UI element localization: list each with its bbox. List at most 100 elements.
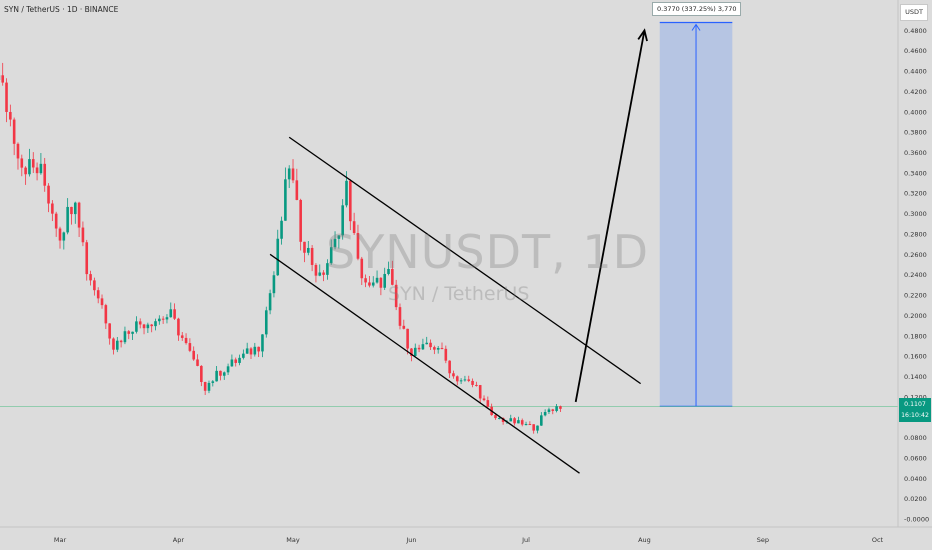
time-tick-label: Apr <box>173 536 185 544</box>
price-tick-label: 0.2800 <box>904 230 927 238</box>
candle-body <box>35 167 39 174</box>
time-tick-label: Jun <box>405 536 416 544</box>
candle-body <box>58 228 62 241</box>
candle-body <box>135 321 138 332</box>
candle-body <box>24 167 27 175</box>
candle-body <box>402 325 406 329</box>
candle-body <box>100 298 104 306</box>
candle-body <box>501 417 505 422</box>
time-tick-label: May <box>286 536 300 544</box>
candle-body <box>73 202 77 215</box>
candle-body <box>452 373 455 377</box>
candle-body <box>498 417 501 419</box>
candle-body <box>540 415 543 426</box>
projection-arrow-head <box>637 28 648 42</box>
candle-body <box>112 338 115 350</box>
candle-body <box>257 346 260 352</box>
candle-body <box>119 340 123 343</box>
price-tick-label: 0.4200 <box>904 88 927 96</box>
candle-body <box>517 420 520 424</box>
time-tick-label: Jul <box>521 536 530 544</box>
candle-body <box>391 268 394 285</box>
candle-body <box>349 180 352 222</box>
candle-body <box>39 163 43 174</box>
candle-body <box>295 180 299 200</box>
candle-body <box>410 348 413 356</box>
candle-body <box>326 263 329 275</box>
candle-body <box>448 360 451 374</box>
candle-body <box>543 411 547 416</box>
price-tick-label: 0.0600 <box>904 454 927 462</box>
candle-body <box>169 309 173 318</box>
candle-body <box>467 379 471 381</box>
candle-body <box>379 277 383 288</box>
price-tick-label: 0.3400 <box>904 169 927 177</box>
candle-body <box>158 318 161 322</box>
candle-body <box>226 366 230 373</box>
candle-body <box>280 220 283 239</box>
candle-body <box>154 321 157 327</box>
candle-body <box>559 406 562 409</box>
candle-body <box>341 205 344 236</box>
candle-body <box>146 324 150 329</box>
price-tick-label: 0.1600 <box>904 353 927 361</box>
candle-body <box>509 418 513 422</box>
candle-body <box>375 277 379 283</box>
candle-body <box>1 75 4 83</box>
currency-unit-badge[interactable]: USDT <box>900 4 928 21</box>
candle-body <box>142 324 146 329</box>
time-tick-label: Mar <box>54 536 67 544</box>
time-tick-label: Oct <box>872 536 884 544</box>
candle-body <box>104 305 108 324</box>
candle-body <box>188 343 192 351</box>
candle-body <box>203 381 207 391</box>
candle-body <box>475 384 478 386</box>
channel-lower-line <box>269 253 580 474</box>
price-tick-label: 0.3800 <box>904 129 927 137</box>
candle-body <box>215 370 218 382</box>
time-tick-label: Aug <box>638 536 651 544</box>
candle-body <box>318 272 322 276</box>
candle-body <box>28 159 31 175</box>
candle-body <box>429 342 432 348</box>
candle-body <box>536 425 539 431</box>
candle-body <box>310 247 314 265</box>
candle-body <box>116 340 119 350</box>
candle-body <box>123 331 127 343</box>
candle-body <box>85 242 89 275</box>
candle-body <box>127 331 131 334</box>
candle-body <box>93 280 96 291</box>
candle-body <box>5 82 8 112</box>
candle-body <box>261 334 264 352</box>
candle-body <box>192 350 195 360</box>
candle-body <box>196 359 199 366</box>
price-tick-label: 0.0800 <box>904 434 927 442</box>
candle-body <box>463 379 467 381</box>
candle-body <box>238 357 241 363</box>
candle-body <box>394 284 398 308</box>
candle-body <box>413 347 417 356</box>
candle-body <box>234 359 238 363</box>
candle-body <box>184 337 188 344</box>
candle-body <box>398 307 402 326</box>
candle-body <box>287 168 291 180</box>
candle-body <box>299 199 302 242</box>
candle-body <box>352 221 356 234</box>
price-tick-label: 0.3200 <box>904 190 927 198</box>
candle-body <box>291 168 295 181</box>
price-tick-label: 0.0400 <box>904 475 927 483</box>
price-tick-label: 0.2000 <box>904 312 927 320</box>
candle-body <box>337 235 341 239</box>
price-tick-label: 0.0200 <box>904 495 927 503</box>
current-price-tag: 0.1107 16:10:42 <box>899 398 931 422</box>
candle-body <box>96 290 100 299</box>
candle-body <box>9 111 12 120</box>
candle-body <box>77 202 81 228</box>
projection-arrow-tip <box>691 23 701 31</box>
candle-body <box>245 348 249 354</box>
candle-body <box>478 385 482 399</box>
candle-body <box>551 409 555 411</box>
candle-body <box>417 347 421 350</box>
watermark-description: SYN / TetherUS <box>388 283 530 305</box>
